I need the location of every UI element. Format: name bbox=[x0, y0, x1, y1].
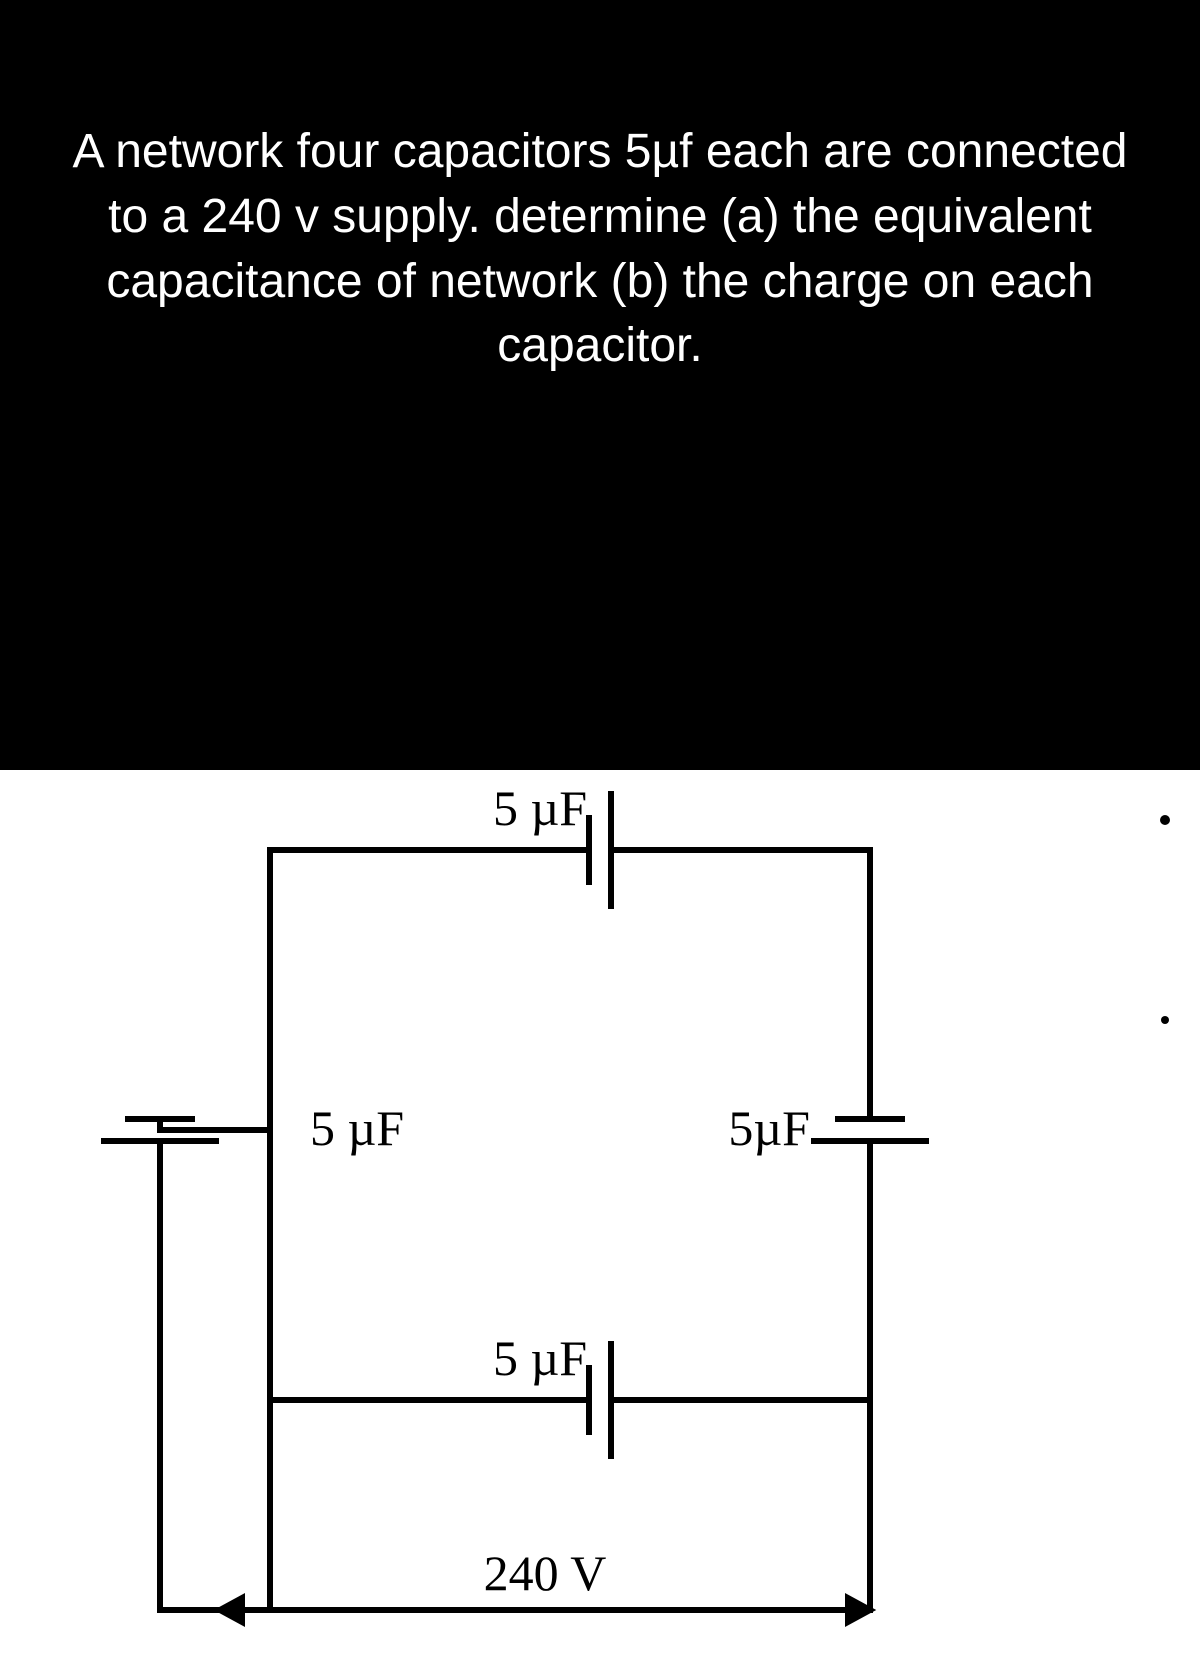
cap-left-label: 5 µF bbox=[310, 1100, 404, 1156]
cap-top-label: 5 µF bbox=[493, 780, 587, 836]
question-panel: A network four capacitors 5µf each are c… bbox=[0, 0, 1200, 770]
circuit-diagram: 5 µF 5 µF 5µF 5 µF 240 V bbox=[0, 770, 1200, 1664]
supply-label: 240 V bbox=[484, 1545, 607, 1601]
cap-right-label: 5µF bbox=[728, 1100, 810, 1156]
cap-bottom-label: 5 µF bbox=[493, 1330, 587, 1386]
question-text: A network four capacitors 5µf each are c… bbox=[60, 120, 1140, 379]
